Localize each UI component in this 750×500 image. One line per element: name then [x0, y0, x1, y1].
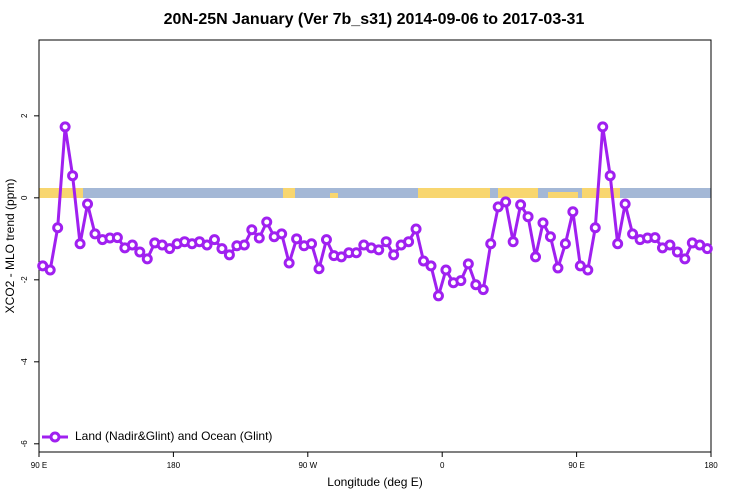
data-point: [350, 247, 362, 259]
data-point: [455, 275, 467, 287]
data-point: [425, 260, 437, 272]
data-point: [223, 249, 235, 261]
data-point: [701, 243, 713, 255]
y-tick-label: -2: [20, 276, 29, 284]
data-point: [313, 263, 325, 275]
data-point: [67, 170, 79, 182]
data-point: [261, 216, 273, 228]
data-point: [238, 239, 250, 251]
data-point: [291, 233, 303, 245]
data-point: [440, 264, 452, 276]
data-point: [462, 258, 474, 270]
legend-marker: [49, 431, 61, 443]
data-point: [74, 238, 86, 250]
data-point: [552, 262, 564, 274]
data-point: [604, 170, 616, 182]
data-point: [500, 196, 512, 208]
data-point: [530, 251, 542, 263]
x-tick-label: 90 E: [568, 461, 584, 470]
data-point: [507, 236, 519, 248]
y-tick-label: 0: [20, 195, 29, 200]
data-point: [492, 201, 504, 213]
data-point: [537, 217, 549, 229]
data-point: [515, 199, 527, 211]
data-point: [380, 236, 392, 248]
x-tick-label: 180: [704, 461, 718, 470]
data-point: [410, 223, 422, 235]
data-point: [559, 238, 571, 250]
data-point: [522, 211, 534, 223]
data-point: [418, 255, 430, 267]
data-point: [164, 243, 176, 255]
data-point: [664, 239, 676, 251]
data-point: [201, 239, 213, 251]
data-point: [59, 121, 71, 133]
data-point: [276, 228, 288, 240]
x-tick-label: 0: [440, 461, 445, 470]
data-point: [470, 279, 482, 291]
data-point: [320, 234, 332, 246]
data-point: [44, 264, 56, 276]
data-point: [612, 238, 624, 250]
y-tick-label: -4: [20, 358, 29, 366]
series-line: [42, 126, 708, 302]
data-point: [388, 249, 400, 261]
data-point: [582, 264, 594, 276]
data-point: [89, 228, 101, 240]
data-point: [52, 222, 64, 234]
legend-label: Land (Nadir&Glint) and Ocean (Glint): [75, 429, 272, 443]
data-point: [403, 236, 415, 248]
data-point: [306, 238, 318, 250]
data-point: [208, 234, 220, 246]
data-point: [111, 232, 123, 244]
data-point: [627, 228, 639, 240]
data-point: [373, 244, 385, 256]
data-point: [246, 224, 258, 236]
data-point: [619, 198, 631, 210]
x-tick-label: 90 E: [31, 461, 47, 470]
data-point: [485, 238, 497, 250]
chart-title: 20N-25N January (Ver 7b_s31) 2014-09-06 …: [164, 11, 585, 28]
land-ocean-strip: [39, 188, 711, 198]
data-point: [283, 257, 295, 269]
data-point: [589, 222, 601, 234]
data-point: [134, 246, 146, 258]
y-tick-label: -6: [20, 440, 29, 448]
data-point: [141, 253, 153, 265]
y-axis-label: XCO2 - MLO trend (ppm): [3, 179, 17, 314]
x-axis-label: Longitude (deg E): [327, 475, 422, 489]
data-point: [216, 243, 228, 255]
data-point: [649, 232, 661, 244]
data-point: [126, 239, 138, 251]
data-point: [671, 246, 683, 258]
data-point: [82, 198, 94, 210]
data-point: [432, 290, 444, 302]
data-point: [567, 206, 579, 218]
data-point: [679, 253, 691, 265]
x-tick-label: 180: [167, 461, 181, 470]
data-point: [597, 121, 609, 133]
y-tick-label: 2: [20, 113, 29, 118]
data-point: [544, 231, 556, 243]
data-point: [253, 232, 265, 244]
data-point: [477, 284, 489, 296]
legend: Land (Nadir&Glint) and Ocean (Glint): [42, 429, 272, 443]
x-tick-label: 90 W: [298, 461, 317, 470]
